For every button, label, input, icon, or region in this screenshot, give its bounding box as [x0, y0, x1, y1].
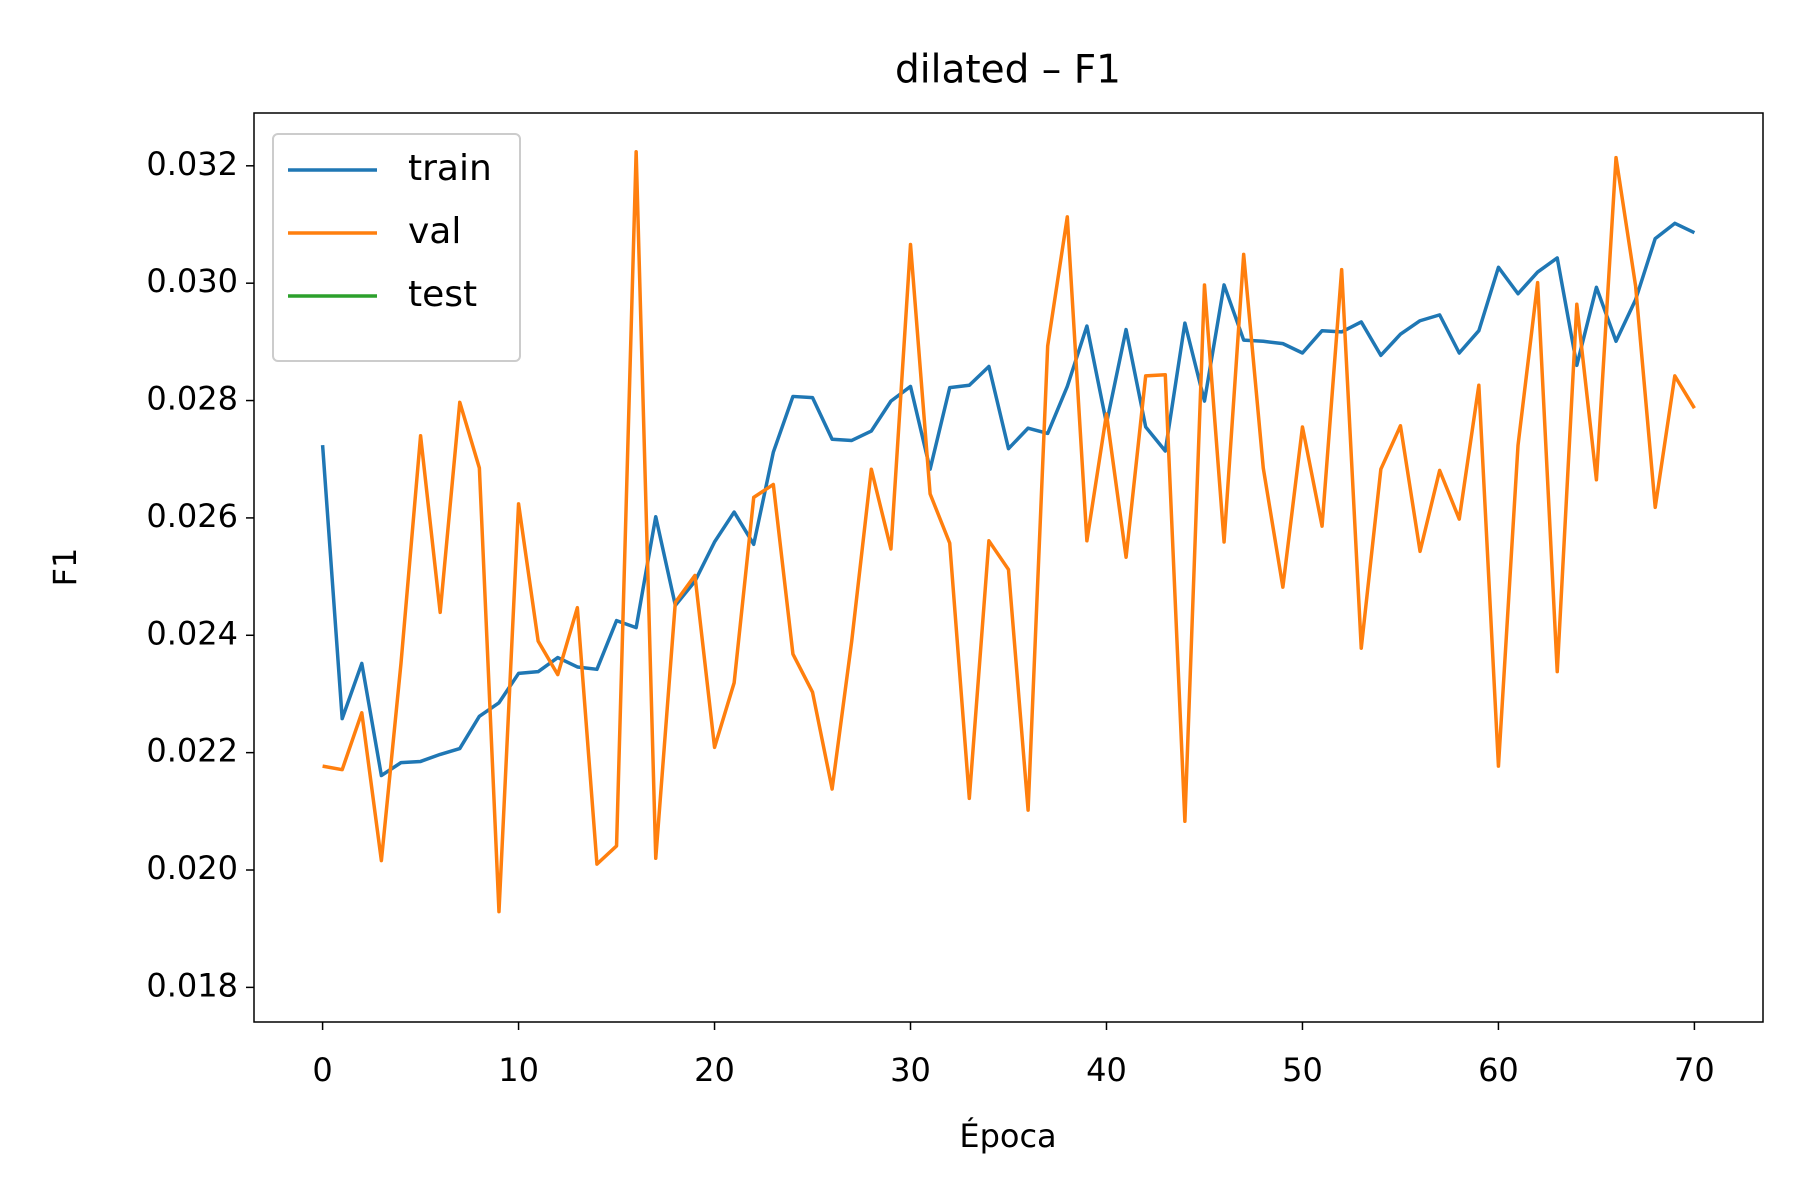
chart-title: dilated – F1: [895, 48, 1121, 93]
series-line: [322, 149, 1696, 914]
x-axis-label: Época: [959, 1117, 1056, 1155]
y-tick-label: 0.030: [146, 262, 238, 300]
x-tick-label: 40: [1086, 1051, 1127, 1089]
legend-label: train: [408, 148, 492, 189]
x-tick-label: 60: [1478, 1051, 1519, 1089]
y-tick-label: 0.028: [146, 380, 238, 418]
y-axis-label: F1: [46, 548, 84, 587]
y-tick-label: 0.018: [146, 966, 238, 1004]
y-tick-label: 0.022: [146, 732, 238, 770]
plot-frame: [253, 112, 1764, 1023]
y-tick-label: 0.024: [146, 614, 238, 652]
x-tick-label: 70: [1674, 1051, 1715, 1089]
x-tick-label: 10: [498, 1051, 539, 1089]
y-tick-label: 0.020: [146, 849, 238, 887]
x-tick-label: 0: [312, 1051, 332, 1089]
legend-box: [272, 133, 521, 362]
series-line: [320, 221, 1696, 778]
x-tick-label: 20: [694, 1051, 735, 1089]
legend-label: test: [408, 274, 477, 315]
x-tick-label: 50: [1282, 1051, 1323, 1089]
legend-label: val: [408, 211, 461, 252]
y-tick-label: 0.026: [146, 497, 238, 535]
y-tick-label: 0.032: [146, 145, 238, 183]
x-tick-label: 30: [890, 1051, 931, 1089]
